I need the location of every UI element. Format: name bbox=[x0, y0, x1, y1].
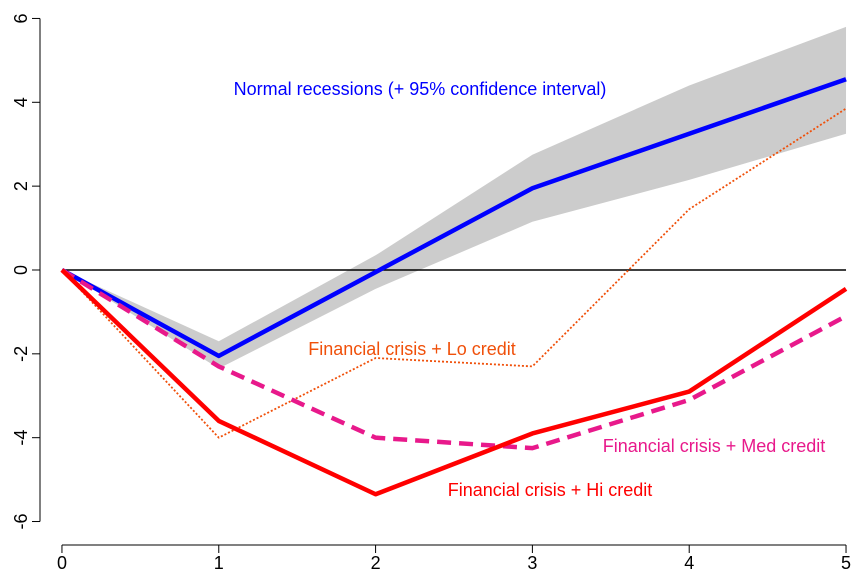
y-tick-label: -2 bbox=[11, 346, 31, 362]
confidence-band bbox=[61, 26, 847, 369]
x-tick-label: 3 bbox=[527, 553, 537, 573]
x-tick-label: 4 bbox=[684, 553, 694, 573]
series-label: Financial crisis + Med credit bbox=[603, 436, 826, 456]
series-label: Financial crisis + Lo credit bbox=[308, 339, 516, 359]
y-tick-label: -6 bbox=[11, 514, 31, 530]
series-line bbox=[60, 77, 847, 359]
y-tick-label: 4 bbox=[11, 97, 31, 107]
x-tick-label: 5 bbox=[841, 553, 851, 573]
x-tick-label: 0 bbox=[57, 553, 67, 573]
y-tick-label: 0 bbox=[11, 265, 31, 275]
series-label: Financial crisis + Hi credit bbox=[448, 480, 653, 500]
y-tick-label: -4 bbox=[11, 430, 31, 446]
series-line bbox=[60, 268, 848, 497]
y-tick-label: 6 bbox=[11, 13, 31, 23]
x-tick-label: 2 bbox=[371, 553, 381, 573]
series-line bbox=[60, 268, 848, 451]
x-tick-label: 1 bbox=[214, 553, 224, 573]
y-tick-label: 2 bbox=[11, 181, 31, 191]
series-label: Normal recessions (+ 95% confidence inte… bbox=[234, 79, 607, 99]
